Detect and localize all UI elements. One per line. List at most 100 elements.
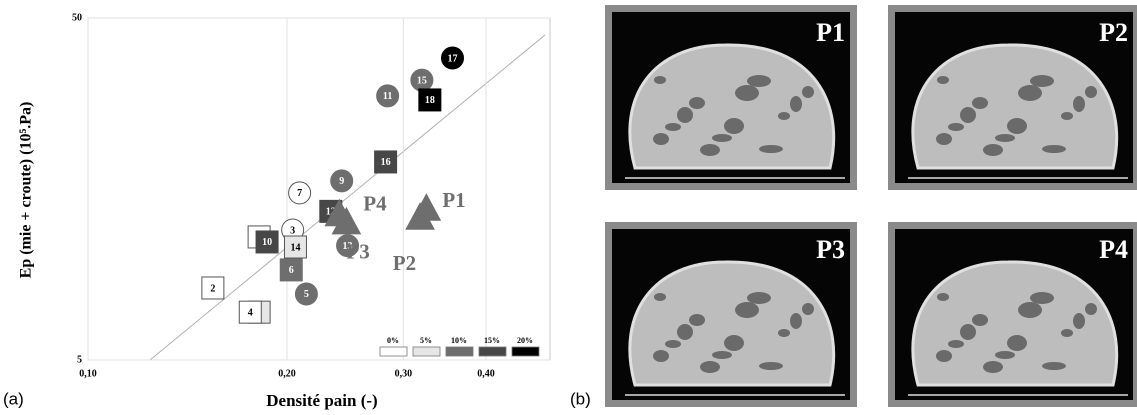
bread-hole <box>653 133 669 145</box>
photo-grid: P1 P2 P3 P4 <box>605 5 1137 407</box>
photo-label: P1 <box>816 18 845 47</box>
bread-hole <box>1007 335 1027 351</box>
bread-slice <box>911 260 1119 387</box>
point-label: P2 <box>393 251 416 275</box>
point <box>440 46 464 70</box>
bread-hole <box>972 314 988 326</box>
bread-hole <box>790 313 802 329</box>
legend-swatch <box>478 346 507 357</box>
bread-hole <box>778 112 790 120</box>
point <box>255 230 279 254</box>
point-label: 11 <box>383 91 392 102</box>
bread-hole <box>802 303 814 315</box>
point <box>324 198 355 227</box>
x-axis-label: Densité pain (-) <box>266 391 377 410</box>
point <box>238 300 262 324</box>
panel-label: (a) <box>3 389 24 408</box>
plot-area <box>87 17 551 361</box>
x-tick-label: 0,40 <box>477 368 495 379</box>
point-label: 5 <box>304 289 309 300</box>
bread-slice <box>911 43 1119 170</box>
bread-hole <box>983 361 1003 373</box>
bread-hole <box>948 123 964 131</box>
bread-hole <box>972 97 988 109</box>
bread-hole <box>724 118 744 134</box>
bread-hole <box>654 76 666 84</box>
point <box>418 88 442 112</box>
bread-hole <box>1085 303 1097 315</box>
legend-label: 10% <box>451 336 467 345</box>
bread-hole <box>747 292 771 304</box>
bread-hole <box>995 134 1015 142</box>
bread-hole <box>1073 96 1085 112</box>
legend-swatch <box>379 346 408 357</box>
bread-hole <box>712 134 732 142</box>
bread-hole <box>724 335 744 351</box>
y-axis-label: Ep (mie + croute) (10⁵.Pa) <box>18 102 35 279</box>
point-label: 17 <box>447 53 457 64</box>
bread-hole <box>665 340 681 348</box>
bread-hole <box>653 350 669 362</box>
bread-slice <box>628 260 836 387</box>
bread-hole <box>802 86 814 98</box>
point-label: 9 <box>339 176 344 187</box>
point-label: 12 <box>326 207 336 218</box>
bread-hole <box>995 351 1015 359</box>
legend-swatch <box>412 346 441 357</box>
point <box>294 282 318 306</box>
bread-hole <box>735 85 759 101</box>
bread-hole <box>735 302 759 318</box>
bread-hole <box>1042 145 1066 153</box>
point <box>336 234 360 258</box>
point-label: P3 <box>346 240 369 264</box>
bread-hole <box>677 324 693 340</box>
bread-hole <box>1085 86 1097 98</box>
bread-hole <box>677 107 693 123</box>
bread-hole <box>654 293 666 301</box>
bread-hole <box>689 314 705 326</box>
bread-hole <box>983 144 1003 156</box>
bread-hole <box>1018 85 1042 101</box>
legend-label: 20% <box>517 336 533 345</box>
photo-label: P4 <box>1099 235 1128 264</box>
point <box>288 181 312 205</box>
point-label: 15 <box>417 75 427 86</box>
bread-hole <box>937 76 949 84</box>
bread-slice <box>628 43 836 170</box>
bread-hole <box>1061 329 1073 337</box>
legend-swatch <box>511 346 540 357</box>
point <box>279 258 303 282</box>
legend-label: 5% <box>420 336 432 345</box>
bread-hole <box>689 97 705 109</box>
bread-hole <box>960 107 976 123</box>
point-label: 16 <box>381 157 391 168</box>
bread-hole <box>936 350 952 362</box>
bread-hole <box>1018 302 1042 318</box>
point-label: P1 <box>442 188 465 212</box>
y-tick-label: 5 <box>77 354 82 365</box>
x-tick-label: 0,10 <box>79 368 97 379</box>
point <box>330 169 354 193</box>
point <box>201 276 225 300</box>
point <box>283 235 307 259</box>
x-tick-label: 0,20 <box>278 368 296 379</box>
photo-label: P2 <box>1099 18 1128 47</box>
y-tick-label: 50 <box>72 12 82 23</box>
point-label: 14 <box>290 242 300 253</box>
point <box>374 150 398 174</box>
bread-hole <box>759 145 783 153</box>
legend-label: 0% <box>387 336 399 345</box>
point-label: 6 <box>289 265 294 276</box>
point-label: P4 <box>363 192 387 216</box>
point-label: 4 <box>248 307 253 318</box>
legend-swatch <box>445 346 474 357</box>
legend-label: 15% <box>484 336 500 345</box>
point-label: 7 <box>297 188 302 199</box>
bread-hole <box>1042 362 1066 370</box>
point-label: 10 <box>262 237 272 248</box>
bread-hole <box>665 123 681 131</box>
bread-hole <box>948 340 964 348</box>
point-label: 3 <box>290 225 295 236</box>
point-label: 2 <box>210 283 215 294</box>
